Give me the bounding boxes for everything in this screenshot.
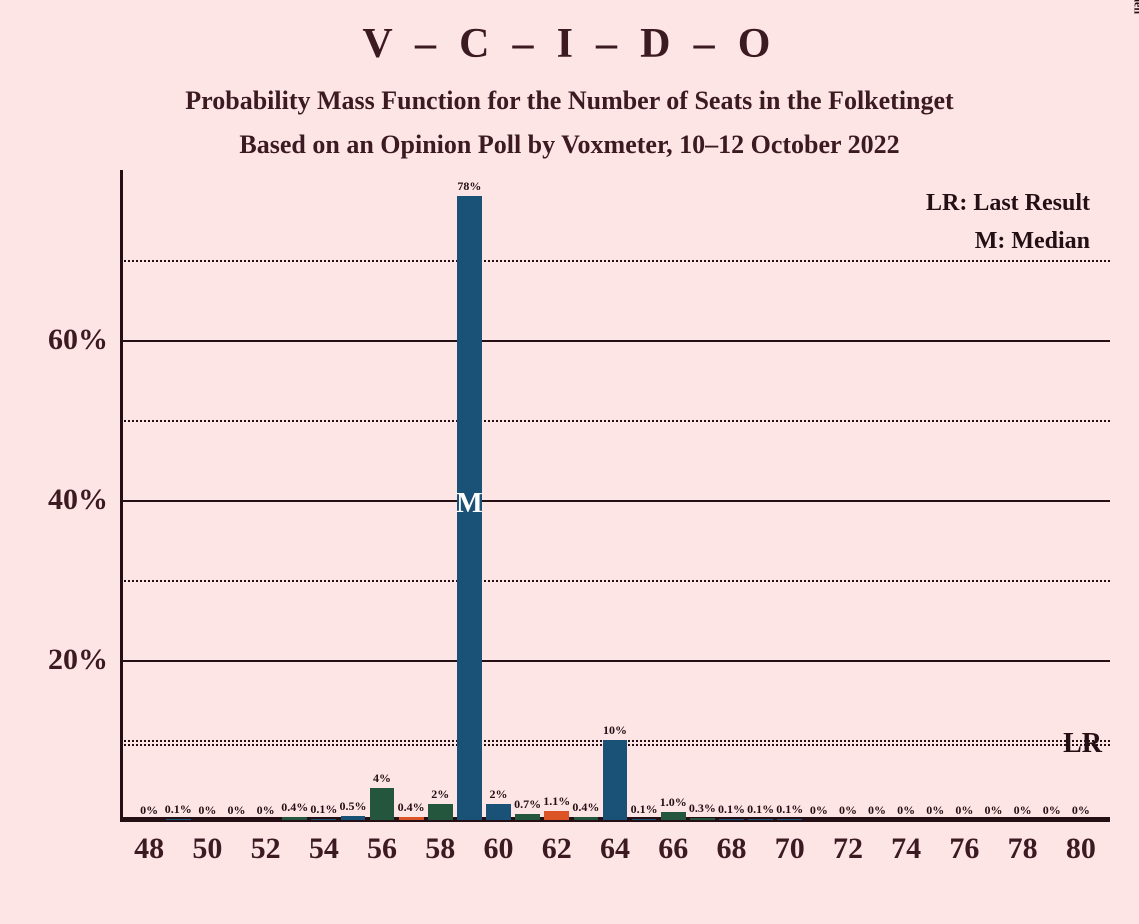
bar-value-label: 0.1%	[631, 802, 658, 817]
bar: 0.1%	[777, 819, 802, 820]
y-tick-label: 20%	[48, 643, 108, 677]
bar: 0.1%	[719, 819, 744, 820]
bar-value-label: 78%	[457, 179, 481, 194]
bar-value-label: 0%	[1014, 803, 1032, 818]
bar: 4%	[370, 788, 395, 820]
gridline-major	[120, 660, 1110, 662]
bar: 0.4%	[282, 817, 307, 820]
gridline-minor	[120, 420, 1110, 422]
bar: 10%	[603, 740, 628, 820]
bar-value-label: 0.7%	[514, 797, 541, 812]
x-tick-label: 54	[309, 832, 339, 866]
chart-subtitle-1: Probability Mass Function for the Number…	[0, 86, 1139, 116]
bar-value-label: 0.1%	[776, 802, 803, 817]
bar: 0.1%	[632, 819, 657, 820]
gridline-major	[120, 340, 1110, 342]
bar: 0.7%	[515, 814, 540, 820]
bar-value-label: 0%	[868, 803, 886, 818]
bar-value-label: 0.1%	[310, 802, 337, 817]
x-tick-label: 58	[425, 832, 455, 866]
copyright-text: © 2022 Filip van Laenen	[1131, 0, 1139, 14]
gridline-minor	[120, 260, 1110, 262]
bar-value-label: 0%	[257, 803, 275, 818]
legend-median: M: Median	[975, 228, 1090, 255]
x-tick-label: 64	[600, 832, 630, 866]
bar: 0.1%	[311, 819, 336, 820]
bar: 2%	[428, 804, 453, 820]
bar-value-label: 0%	[926, 803, 944, 818]
bar-value-label: 0.3%	[689, 801, 716, 816]
bar-value-label: 10%	[603, 723, 627, 738]
bar-value-label: 0.5%	[339, 799, 366, 814]
bar-value-label: 0.4%	[572, 800, 599, 815]
x-tick-label: 62	[542, 832, 572, 866]
median-marker: M	[456, 488, 482, 520]
x-tick-label: 60	[484, 832, 514, 866]
bar-value-label: 0.4%	[398, 800, 425, 815]
bar: 0.4%	[399, 817, 424, 820]
x-tick-label: 66	[658, 832, 688, 866]
bar-value-label: 0%	[955, 803, 973, 818]
y-axis	[120, 170, 123, 820]
x-tick-label: 76	[949, 832, 979, 866]
bar-value-label: 0%	[985, 803, 1003, 818]
bar-value-label: 2%	[431, 787, 449, 802]
bar: 78%M	[457, 196, 482, 820]
bar: 0.5%	[341, 816, 366, 820]
x-tick-label: 56	[367, 832, 397, 866]
bar-value-label: 0%	[1072, 803, 1090, 818]
x-tick-label: 78	[1008, 832, 1038, 866]
x-tick-label: 80	[1066, 832, 1096, 866]
chart-plot-area: 20%40%60%LR0%0.1%0%0%0%0.4%0.1%0.5%4%0.4…	[120, 180, 1110, 820]
bar-value-label: 1.0%	[660, 795, 687, 810]
bar-value-label: 0.1%	[747, 802, 774, 817]
bar: 1.0%	[661, 812, 686, 820]
bar-value-label: 0.1%	[718, 802, 745, 817]
chart-title: V – C – I – D – O	[0, 0, 1139, 68]
x-tick-label: 74	[891, 832, 921, 866]
bar-value-label: 0%	[839, 803, 857, 818]
lr-label: LR	[1063, 728, 1102, 760]
x-tick-label: 48	[134, 832, 164, 866]
bar-value-label: 0%	[1043, 803, 1061, 818]
bar-value-label: 0.4%	[281, 800, 308, 815]
bar-value-label: 0%	[897, 803, 915, 818]
bar: 1.1%	[544, 811, 569, 820]
bar: 0.4%	[574, 817, 599, 820]
gridline-major	[120, 500, 1110, 502]
bar-value-label: 0.1%	[165, 802, 192, 817]
gridline-minor	[120, 580, 1110, 582]
bar-value-label: 0%	[810, 803, 828, 818]
bar: 2%	[486, 804, 511, 820]
y-tick-label: 40%	[48, 483, 108, 517]
bar: 0.1%	[166, 819, 191, 820]
bar: 0.3%	[690, 818, 715, 820]
gridline-major	[120, 820, 1110, 822]
chart-subtitle-2: Based on an Opinion Poll by Voxmeter, 10…	[0, 130, 1139, 160]
bar-value-label: 2%	[490, 787, 508, 802]
x-tick-label: 52	[251, 832, 281, 866]
y-tick-label: 60%	[48, 323, 108, 357]
bar-value-label: 0%	[140, 803, 158, 818]
bar-value-label: 4%	[373, 771, 391, 786]
bar-value-label: 0%	[227, 803, 245, 818]
x-tick-label: 72	[833, 832, 863, 866]
legend-lr: LR: Last Result	[926, 190, 1090, 217]
x-tick-label: 68	[716, 832, 746, 866]
x-tick-label: 50	[192, 832, 222, 866]
x-tick-label: 70	[775, 832, 805, 866]
bar-value-label: 1.1%	[543, 794, 570, 809]
bar-value-label: 0%	[198, 803, 216, 818]
bar: 0.1%	[748, 819, 773, 820]
